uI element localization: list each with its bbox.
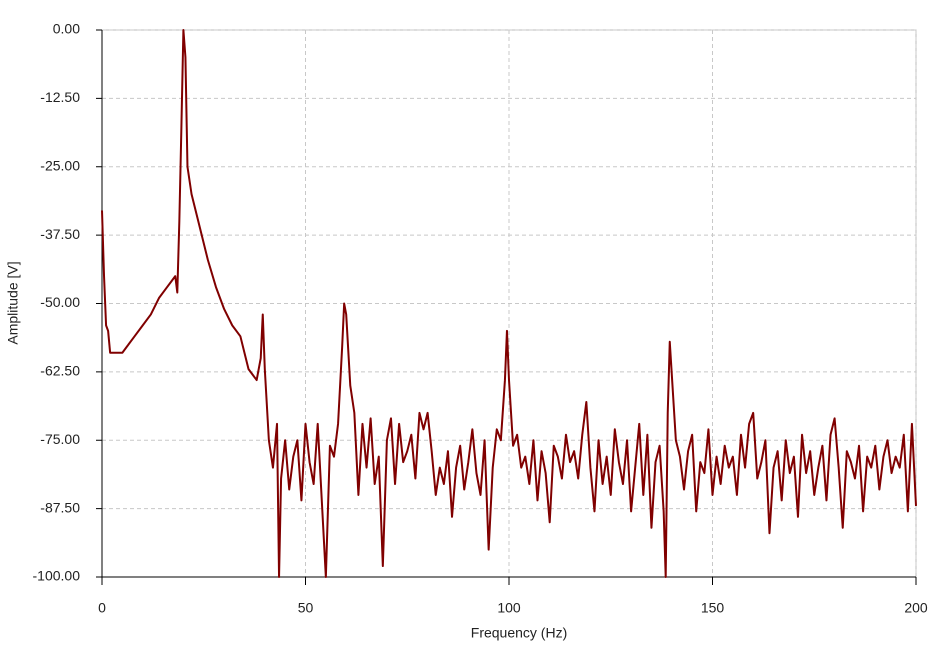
- y-tick-label: -12.50: [40, 89, 80, 105]
- y-tick-label: -100.00: [33, 568, 81, 584]
- y-tick-label: 0.00: [53, 21, 80, 37]
- x-axis-label: Frequency (Hz): [471, 625, 567, 641]
- x-tick-label: 200: [904, 600, 928, 616]
- y-axis-label: Amplitude [V]: [5, 261, 21, 344]
- y-tick-label: -75.00: [40, 431, 80, 447]
- x-tick-label: 50: [298, 600, 314, 616]
- spectrum-line: [101, 29, 917, 578]
- x-tick-label: 100: [497, 600, 521, 616]
- y-tick-label: -25.00: [40, 157, 80, 173]
- x-tick-label: 0: [98, 600, 106, 616]
- y-tick-label: -37.50: [40, 226, 80, 242]
- x-tick-label: 150: [701, 600, 725, 616]
- y-tick-label: -62.50: [40, 363, 80, 379]
- y-tick-label: -50.00: [40, 294, 80, 310]
- y-tick-label: -87.50: [40, 499, 80, 515]
